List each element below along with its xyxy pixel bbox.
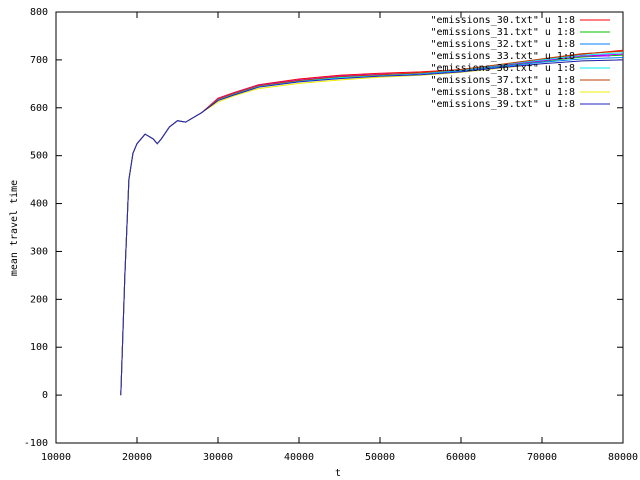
y-tick-label: 800 [30, 7, 48, 18]
x-tick-label: 20000 [122, 452, 152, 463]
series-line [120, 59, 624, 396]
legend-label: "emissions_36.txt" u 1:8 [431, 63, 576, 74]
x-axis-label: t [335, 468, 341, 479]
y-tick-label: 700 [30, 55, 48, 66]
y-tick-label: 200 [30, 294, 48, 305]
x-tick-label: 70000 [527, 452, 557, 463]
y-tick-label: 0 [42, 390, 48, 401]
x-tick-label: 60000 [446, 452, 476, 463]
series-line [120, 59, 624, 396]
y-tick-label: 300 [30, 246, 48, 257]
y-axis-label: mean travel time [9, 180, 20, 276]
x-tick-label: 10000 [41, 452, 71, 463]
y-tick-label: 100 [30, 342, 48, 353]
legend-label: "emissions_31.txt" u 1:8 [431, 27, 576, 38]
x-tick-label: 50000 [365, 452, 395, 463]
x-tick-label: 30000 [203, 452, 233, 463]
x-tick-label: 40000 [284, 452, 314, 463]
legend-label: "emissions_39.txt" u 1:8 [431, 99, 576, 110]
y-tick-label: 400 [30, 199, 48, 210]
legend-label: "emissions_33.txt" u 1:8 [431, 51, 576, 62]
y-tick-label: -100 [24, 438, 48, 449]
y-tick-label: 500 [30, 151, 48, 162]
legend-label: "emissions_30.txt" u 1:8 [431, 15, 576, 26]
plot-frame [55, 11, 624, 444]
legend-label: "emissions_38.txt" u 1:8 [431, 87, 576, 98]
legend-label: "emissions_37.txt" u 1:8 [431, 75, 576, 86]
y-tick-label: 600 [30, 103, 48, 114]
x-tick-label: 80000 [608, 452, 638, 463]
legend-label: "emissions_32.txt" u 1:8 [431, 39, 576, 50]
